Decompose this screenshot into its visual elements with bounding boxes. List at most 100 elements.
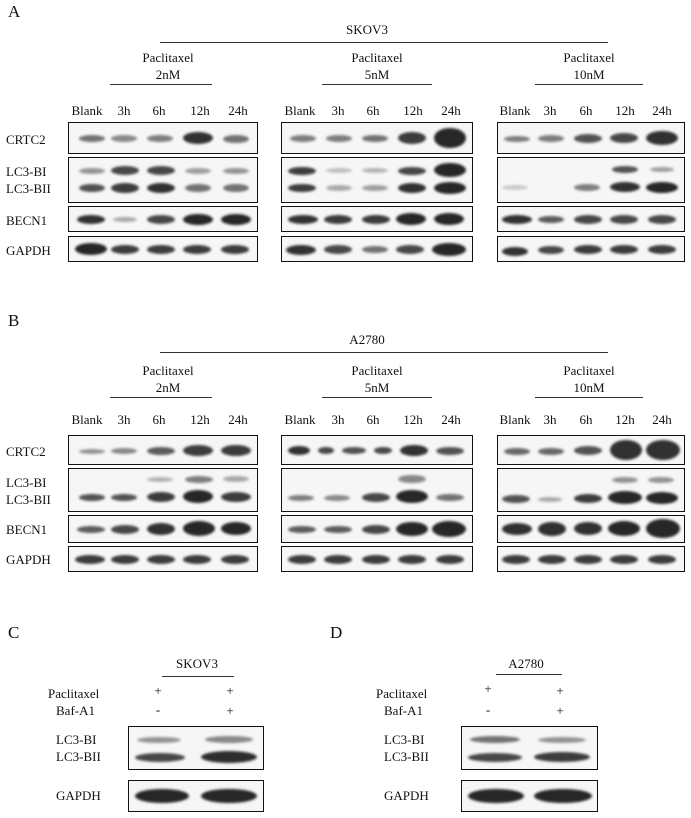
blot-a-becn1-2nm: [68, 206, 258, 232]
blot-a-lc3-10nm: [497, 157, 685, 203]
lane-label: 3h: [331, 103, 345, 118]
row-label-lc3bii: LC3-BII: [6, 181, 51, 196]
lane-label: 6h: [366, 103, 380, 118]
lane-label: Blank: [284, 103, 316, 118]
row-label-lc3bii: LC3-BII: [6, 492, 51, 507]
row-label-gapdh: GAPDH: [56, 788, 101, 803]
row-label-lc3bi: LC3-BI: [6, 475, 47, 490]
group-dose-b1: 2nM: [155, 380, 181, 395]
lane-label: 12h: [190, 103, 210, 118]
bafa1-label-c: Baf-A1: [56, 703, 95, 718]
panel-label-b: B: [8, 311, 20, 330]
group-drug-b3: Paclitaxel: [563, 363, 615, 378]
treatment-sign: -: [155, 702, 161, 717]
lane-label: 6h: [579, 412, 593, 427]
treatment-sign: +: [556, 683, 564, 698]
blot-a-crtc2-5nm: [281, 122, 473, 154]
group-drug-a1: Paclitaxel: [142, 50, 194, 65]
treatment-sign: +: [154, 683, 162, 698]
paclitaxel-label-d: Paclitaxel: [376, 686, 428, 701]
row-label-crtc2: CRTC2: [6, 444, 46, 459]
row-label-lc3bi: LC3-BI: [6, 164, 47, 179]
group-dose-a2: 5nM: [364, 67, 390, 82]
treatment-sign: +: [226, 683, 234, 698]
row-label-crtc2: CRTC2: [6, 132, 46, 147]
lane-label: 12h: [403, 412, 423, 427]
lane-label: 24h: [228, 103, 248, 118]
cell-line-line-a: [160, 42, 608, 43]
group-drug-b1: Paclitaxel: [142, 363, 194, 378]
blot-c-lc3: [128, 726, 264, 770]
blot-b-gapdh-5nm: [281, 546, 473, 572]
blot-b-becn1-10nm: [497, 515, 685, 543]
blot-b-becn1-5nm: [281, 515, 473, 543]
lane-label: 3h: [117, 103, 131, 118]
cell-line-label-b: A2780: [349, 332, 385, 347]
blot-b-lc3-2nm: [68, 468, 258, 512]
lane-label: Blank: [499, 412, 531, 427]
cell-line-label-d: A2780: [508, 656, 544, 671]
lane-label: 3h: [331, 412, 345, 427]
row-label-lc3bii: LC3-BII: [384, 749, 429, 764]
blot-b-crtc2-5nm: [281, 435, 473, 465]
row-label-lc3bi: LC3-BI: [56, 732, 97, 747]
blot-b-becn1-2nm: [68, 515, 258, 543]
lane-label: 6h: [579, 103, 593, 118]
panel-label-c: C: [8, 623, 20, 642]
row-label-gapdh: GAPDH: [6, 552, 51, 567]
treatment-sign: -: [485, 702, 491, 717]
blot-a-becn1-5nm: [281, 206, 473, 232]
treatment-sign: +: [484, 681, 492, 696]
lane-label: 6h: [152, 103, 166, 118]
blot-c-gapdh: [128, 780, 264, 812]
blot-a-gapdh-10nm: [497, 236, 685, 262]
blot-a-lc3-5nm: [281, 157, 473, 203]
blot-a-lc3-2nm: [68, 157, 258, 203]
lane-label: 24h: [441, 412, 461, 427]
bafa1-label-d: Baf-A1: [384, 703, 423, 718]
blot-a-crtc2-2nm: [68, 122, 258, 154]
lane-label: 6h: [152, 412, 166, 427]
treatment-sign: +: [556, 703, 564, 718]
lane-label: 3h: [543, 412, 557, 427]
blot-a-gapdh-2nm: [68, 236, 258, 262]
blot-d-gapdh: [461, 780, 598, 812]
row-label-becn1: BECN1: [6, 213, 48, 228]
row-label-becn1: BECN1: [6, 522, 48, 537]
lane-label: Blank: [499, 103, 531, 118]
cell-line-label-c: SKOV3: [176, 656, 218, 671]
group-drug-b2: Paclitaxel: [351, 363, 403, 378]
lane-label: 12h: [403, 103, 423, 118]
lane-label: 3h: [117, 412, 131, 427]
lane-label: 12h: [190, 412, 210, 427]
lane-label: 12h: [615, 103, 635, 118]
blot-b-gapdh-10nm: [497, 546, 685, 572]
group-dose-b2: 5nM: [364, 380, 390, 395]
row-label-lc3bii: LC3-BII: [56, 749, 101, 764]
lane-label: Blank: [284, 412, 316, 427]
group-dose-a3: 10nM: [573, 67, 605, 82]
lane-label: 24h: [652, 103, 672, 118]
blot-b-lc3-10nm: [497, 468, 685, 512]
blot-a-crtc2-10nm: [497, 122, 685, 154]
cell-line-line-b: [160, 352, 608, 353]
lane-label: Blank: [71, 103, 103, 118]
lane-label: 24h: [652, 412, 672, 427]
lane-label: 24h: [441, 103, 461, 118]
blot-b-crtc2-2nm: [68, 435, 258, 465]
treatment-sign: +: [226, 703, 234, 718]
group-drug-a3: Paclitaxel: [563, 50, 615, 65]
lane-label: 6h: [366, 412, 380, 427]
blot-d-lc3: [461, 726, 598, 770]
lane-label: Blank: [71, 412, 103, 427]
blot-b-crtc2-10nm: [497, 435, 685, 465]
row-label-lc3bi: LC3-BI: [384, 732, 425, 747]
panel-label-a: A: [8, 2, 21, 21]
cell-line-label-a: SKOV3: [346, 22, 388, 37]
blot-b-gapdh-2nm: [68, 546, 258, 572]
group-dose-a1: 2nM: [155, 67, 181, 82]
lane-label: 3h: [543, 103, 557, 118]
blot-a-gapdh-5nm: [281, 236, 473, 262]
blot-a-becn1-10nm: [497, 206, 685, 232]
row-label-gapdh: GAPDH: [384, 788, 429, 803]
